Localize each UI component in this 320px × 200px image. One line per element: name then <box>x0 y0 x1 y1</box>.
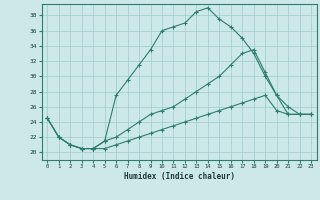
X-axis label: Humidex (Indice chaleur): Humidex (Indice chaleur) <box>124 172 235 181</box>
